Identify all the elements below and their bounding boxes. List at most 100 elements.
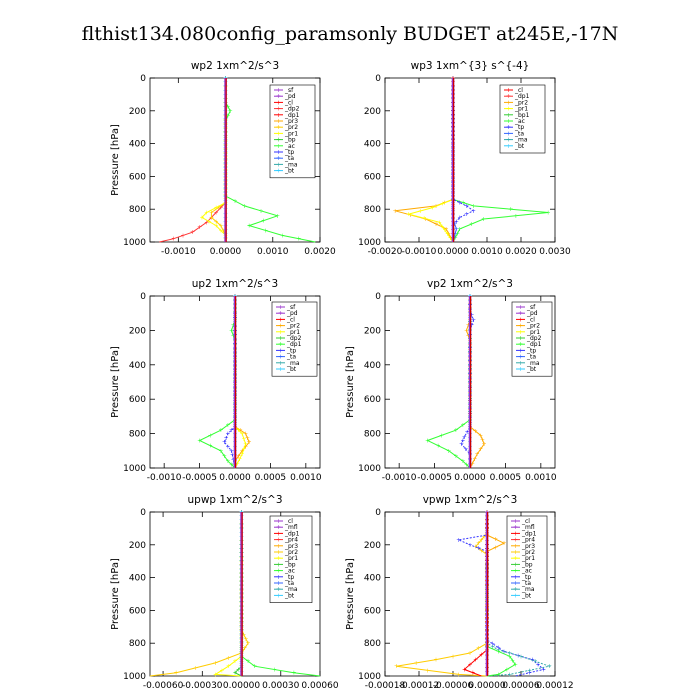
legend-label: _cl: [526, 316, 535, 323]
legend-marker: +: [276, 112, 281, 119]
series-pr1: ++++++++++++++++++++++++++++++++++++++++…: [406, 75, 456, 243]
legend: + _cl+ _dp1+ _pr2+ _pr1+ _bp1+ _ac+ _tp+ _ta+ _ma…: [499, 84, 546, 154]
data-point: +: [465, 429, 470, 436]
data-point: +: [453, 453, 458, 460]
data-point: +: [493, 544, 498, 551]
legend-marker: +: [506, 143, 511, 150]
data-point: +: [246, 658, 251, 665]
data-point: +: [454, 219, 459, 226]
y-tick-label: 600: [129, 606, 146, 616]
data-point: +: [459, 441, 464, 448]
data-point: +: [471, 208, 476, 215]
x-tick-label: -0.0010: [382, 473, 417, 483]
data-point: +: [467, 662, 472, 669]
panel-title: vpwp 1xm^2/s^3: [423, 494, 518, 506]
legend-label: _ac: [284, 568, 295, 575]
y-tick-label: 1000: [358, 464, 381, 474]
y-tick-label: 0: [375, 508, 381, 518]
data-point: +: [479, 548, 484, 555]
data-point: +: [209, 214, 214, 221]
legend-marker: +: [276, 137, 281, 144]
data-point: +: [479, 652, 484, 659]
y-tick-label: 600: [364, 395, 381, 405]
y-tick-label: 400: [129, 140, 146, 150]
data-point: +: [218, 205, 223, 212]
x-tick-label: 0.0020: [505, 247, 537, 257]
legend-label: _ta: [284, 155, 294, 162]
legend-label: _tp: [284, 149, 294, 156]
data-point: +: [240, 448, 245, 455]
legend-label: _ac: [514, 118, 525, 125]
y-tick-label: 800: [129, 205, 146, 215]
legend-marker: +: [276, 524, 281, 531]
data-point: +: [263, 228, 268, 235]
y-tick-label: 0: [140, 292, 146, 302]
legend-marker: +: [278, 347, 283, 354]
y-tick-label: 200: [129, 541, 146, 551]
data-point: +: [225, 104, 230, 111]
legend-marker: +: [276, 161, 281, 168]
data-point: +: [414, 660, 419, 667]
data-point: +: [240, 451, 245, 458]
legend-marker: +: [278, 316, 283, 323]
legend-label: _sf: [526, 304, 536, 311]
data-point: +: [476, 645, 481, 652]
y-axis-label: Pressure [hPa]: [110, 346, 121, 418]
legend-marker: +: [278, 310, 283, 317]
y-tick-label: 400: [364, 574, 381, 584]
legend-label: _dp1: [514, 93, 530, 100]
legend-marker: +: [518, 335, 523, 342]
legend-marker: +: [276, 155, 281, 162]
legend-marker: +: [278, 335, 283, 342]
data-point: +: [245, 435, 250, 442]
data-point: +: [456, 537, 461, 544]
legend-marker: +: [276, 93, 281, 100]
data-point: +: [501, 540, 506, 547]
legend-label: _ma: [526, 360, 540, 367]
data-point: +: [226, 663, 231, 670]
y-tick-label: 800: [364, 639, 381, 649]
y-tick-label: 600: [129, 172, 146, 182]
legend-marker: +: [513, 530, 518, 537]
data-point: +: [501, 648, 506, 655]
series-line: [452, 78, 475, 242]
data-point: +: [214, 219, 219, 226]
panel-5: upwp 1xm^2/s^3 0 200 400 600 800 1000-0.00060-…: [110, 494, 339, 691]
legend-label: _bp: [284, 561, 296, 568]
legend-label: _bt: [521, 592, 532, 599]
data-point: +: [229, 448, 234, 455]
data-point: +: [460, 437, 465, 444]
data-point: +: [242, 203, 247, 210]
plot-frame: [384, 77, 556, 243]
data-point: +: [461, 200, 466, 207]
data-point: +: [467, 650, 472, 657]
legend-marker: +: [276, 149, 281, 156]
legend-label: _tp: [514, 124, 524, 131]
legend-label: _dp1: [526, 341, 542, 348]
plot-frame: [384, 511, 556, 677]
legend-label: _dp2: [284, 106, 300, 113]
data-point: +: [222, 453, 227, 460]
data-point: +: [436, 443, 441, 450]
panel-title: up2 1xm^2/s^3: [192, 278, 278, 290]
data-point: +: [190, 229, 195, 236]
legend-marker: +: [518, 304, 523, 311]
data-point: +: [535, 662, 540, 669]
legend-marker: +: [506, 137, 511, 144]
data-point: +: [469, 322, 474, 329]
legend-marker: +: [278, 360, 283, 367]
y-tick-label: 800: [364, 205, 381, 215]
legend-label: _dp2: [286, 335, 302, 342]
legend-label: _dp1: [284, 112, 300, 119]
data-point: +: [527, 667, 532, 674]
legend-label: _bt: [284, 592, 295, 599]
legend-marker: +: [506, 87, 511, 94]
legend-marker: +: [276, 561, 281, 568]
data-point: +: [445, 231, 450, 238]
data-point: +: [457, 226, 462, 233]
y-tick-label: 1000: [123, 672, 146, 682]
y-tick-label: 400: [129, 361, 146, 371]
series-line: [149, 512, 249, 677]
y-axis-label: Pressure [hPa]: [110, 558, 121, 630]
